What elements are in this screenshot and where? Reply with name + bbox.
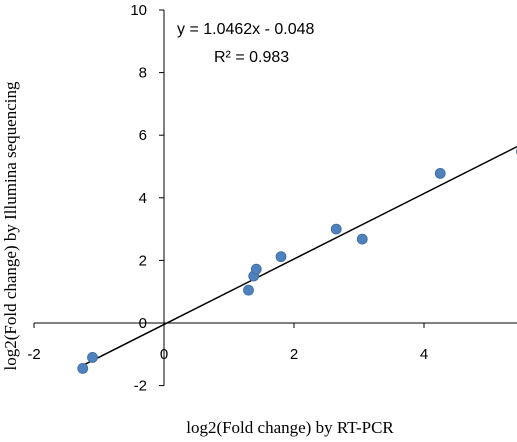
- trendline: [82, 145, 517, 367]
- data-point: [250, 263, 262, 275]
- data-point: [77, 362, 89, 374]
- data-point: [275, 251, 287, 263]
- x-tick-label: -2: [27, 346, 40, 363]
- r-squared-label: R² = 0.983: [214, 49, 289, 66]
- data-point: [87, 352, 98, 363]
- x-tick-label: 0: [160, 346, 168, 363]
- y-axis-title: log2(Fold change) by Illumina sequencing: [1, 81, 20, 370]
- data-point: [330, 223, 342, 235]
- y-tick-label: 6: [139, 127, 147, 144]
- axes: -2 0 2 4 6 8 -2 0 2 4 6 8 10: [27, 2, 517, 395]
- x-axis-title: log2(Fold change) by RT-PCR: [186, 418, 394, 437]
- data-points: [77, 148, 517, 374]
- y-tick-label: 4: [139, 190, 147, 207]
- trendline-equation: y = 1.0462x - 0.048: [177, 21, 315, 38]
- x-tick-label: 2: [290, 346, 298, 363]
- y-tick-label: 10: [130, 2, 147, 19]
- data-point: [243, 284, 254, 296]
- x-tick-label: 4: [420, 346, 428, 363]
- y-tick-label: 0: [139, 315, 147, 332]
- data-point: [434, 167, 446, 179]
- y-tick-label: 2: [139, 252, 147, 269]
- y-axis-ticks: -2 0 2 4 6 8 10: [130, 2, 164, 395]
- y-tick-label: 8: [139, 65, 147, 82]
- data-point: [356, 233, 368, 245]
- y-tick-label: -2: [134, 378, 147, 395]
